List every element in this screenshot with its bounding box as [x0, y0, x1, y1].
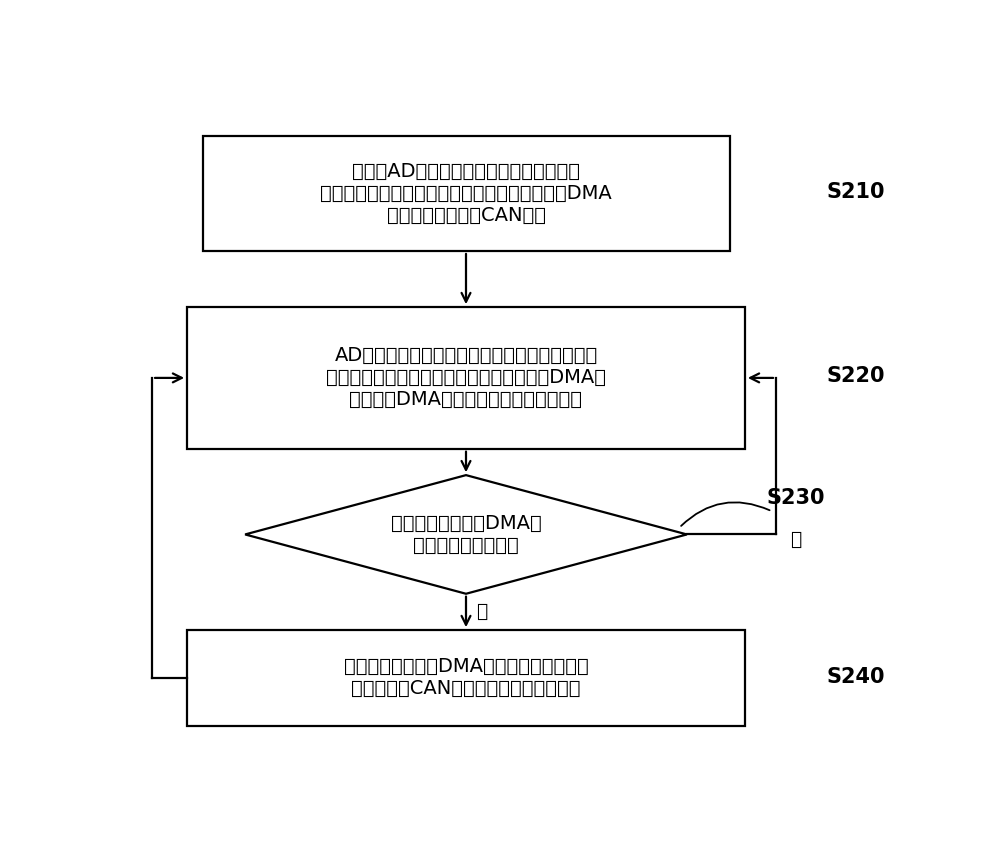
FancyBboxPatch shape	[187, 630, 745, 726]
Text: 初始化AD采集电路的与电流传感器个数对
应的各个传输通道，初始化处理器上同样数量的DMA
传输通道，初始化CAN接口: 初始化AD采集电路的与电流传感器个数对 应的各个传输通道，初始化处理器上同样数量…	[320, 162, 612, 225]
Text: S220: S220	[826, 366, 885, 386]
Text: 是: 是	[476, 602, 487, 621]
Text: 判断是否至少一路DMA缓
冲所存储的数据已满: 判断是否至少一路DMA缓 冲所存储的数据已满	[391, 514, 541, 555]
Text: AD采集电路采集模拟输入单元传输的各路信号，
并将其转换成各路数字信号，发送至对应的DMA缓
冲，各个DMA缓冲依次接收各路数字信号: AD采集电路采集模拟输入单元传输的各路信号， 并将其转换成各路数字信号，发送至对…	[326, 347, 606, 409]
Text: 将存储数据已满的DMA缓冲中的数据打包成
设定格式的CAN数据帧，并将其发送出去: 将存储数据已满的DMA缓冲中的数据打包成 设定格式的CAN数据帧，并将其发送出去	[344, 657, 588, 698]
Text: S240: S240	[826, 668, 885, 687]
Polygon shape	[245, 475, 687, 594]
FancyBboxPatch shape	[202, 136, 730, 251]
FancyBboxPatch shape	[187, 307, 745, 449]
Text: S230: S230	[766, 488, 825, 508]
Text: S210: S210	[826, 181, 885, 202]
FancyArrowPatch shape	[681, 502, 770, 526]
Text: 否: 否	[790, 530, 801, 549]
